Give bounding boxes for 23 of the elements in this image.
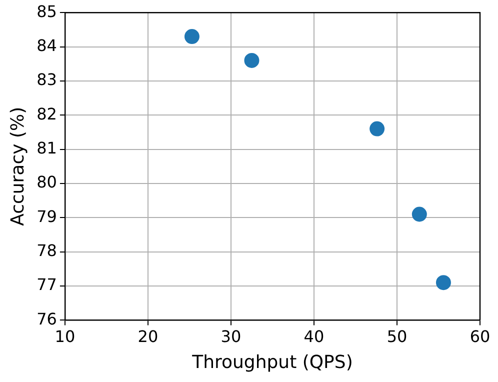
y-tick-label: 83	[36, 70, 57, 90]
x-tick-label: 40	[304, 326, 324, 346]
point	[370, 121, 385, 136]
y-tick-label: 82	[36, 104, 57, 124]
y-tick-label: 79	[36, 206, 57, 226]
x-tick-label: 30	[220, 326, 242, 346]
x-tick-label: 20	[138, 326, 158, 346]
x-tick-label: 10	[54, 326, 76, 346]
y-tick-label: 81	[36, 138, 57, 158]
y-tick-label: 84	[36, 36, 57, 55]
y-tick-label: 85	[36, 2, 57, 21]
point	[184, 29, 200, 44]
x-tick-label: 50	[386, 326, 408, 346]
point	[436, 275, 451, 290]
y-tick-label: 76	[36, 309, 57, 328]
y-tick-label: 78	[36, 241, 57, 260]
point	[244, 52, 260, 68]
y-axis-title: Accuracy (%)	[7, 106, 28, 226]
x-axis-title: Throughput (QPS)	[191, 352, 353, 373]
point	[412, 206, 427, 222]
y-tick-label: 80	[36, 172, 57, 192]
x-tick-label: 60	[470, 326, 490, 346]
y-tick-label: 77	[36, 275, 57, 294]
